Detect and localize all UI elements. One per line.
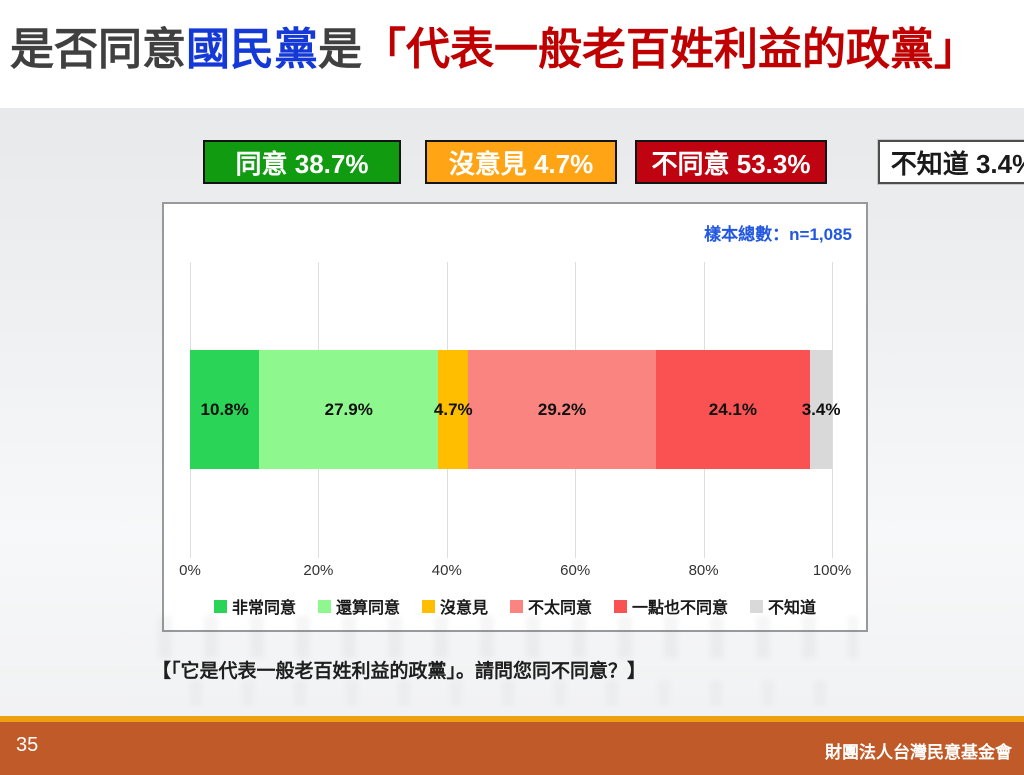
bar-segment-value: 10.8% bbox=[200, 399, 249, 419]
bar-segment-value: 27.9% bbox=[324, 399, 373, 419]
x-axis-tick: 40% bbox=[431, 562, 462, 579]
legend-item: 還算同意 bbox=[317, 594, 400, 618]
bar-segment-24.1%: 24.1% bbox=[655, 350, 811, 469]
chart-panel: 樣本總數：n=1,085 10.8% 27.9% 4.7% 29.2% 24.1% 3.4… bbox=[162, 202, 868, 632]
summary-box-no-opinion: 沒意見 4.7% bbox=[425, 140, 617, 184]
bar-segment-value: 29.2% bbox=[537, 399, 587, 419]
title-band: 是否同意國民黨是「代表一般老百姓利益的政黨」 bbox=[0, 0, 1024, 108]
legend-label: 非常同意 bbox=[231, 600, 296, 617]
legend-swatch-icon bbox=[421, 599, 435, 613]
bar-segment-3.4%: 3.4% bbox=[802, 350, 840, 469]
bar-segment-value: 3.4% bbox=[801, 399, 841, 419]
legend-item: 沒意見 bbox=[421, 594, 488, 618]
x-axis-tick: 80% bbox=[688, 562, 719, 579]
x-axis-tick: 60% bbox=[560, 562, 591, 579]
bar-segment-27.9%: 27.9% bbox=[259, 350, 439, 469]
bar-segment-29.2%: 29.2% bbox=[468, 350, 656, 469]
watermark bbox=[190, 680, 830, 706]
title-highlight: 國民黨 bbox=[186, 25, 318, 74]
bar-segment-10.8%: 10.8% bbox=[190, 350, 260, 469]
title-part1: 是否同意 bbox=[10, 25, 186, 74]
summary-box-agree: 同意 38.7% bbox=[203, 140, 401, 184]
summary-box-disagree: 不同意 53.3% bbox=[635, 140, 827, 184]
footer-bar: 35 財團法人台灣民意基金會 bbox=[0, 722, 1024, 775]
legend-label: 沒意見 bbox=[439, 600, 488, 617]
decorative-triangle-icon bbox=[538, 99, 556, 108]
page-title: 是否同意國民黨是「代表一般老百姓利益的政黨」 bbox=[10, 24, 978, 77]
title-part2: 是 bbox=[318, 25, 362, 74]
legend-swatch-icon bbox=[317, 599, 331, 613]
title-quote: 「代表一般老百姓利益的政黨」 bbox=[362, 25, 978, 74]
legend-swatch-icon bbox=[213, 599, 227, 613]
x-axis-tick: 0% bbox=[179, 562, 201, 579]
content-area: 同意 38.7% 沒意見 4.7% 不同意 53.3% 不知道 3.4% 樣本總數：n… bbox=[0, 108, 1024, 716]
legend: 非常同意 還算同意 沒意見 不太同意 一點也不同意 不知道 bbox=[164, 594, 866, 618]
legend-item: 不太同意 bbox=[510, 594, 592, 618]
sample-size-note: 樣本總數：n=1,085 bbox=[704, 225, 852, 244]
legend-item: 非常同意 bbox=[213, 594, 296, 618]
legend-label: 一點也不同意 bbox=[632, 600, 729, 617]
legend-label: 不知道 bbox=[768, 600, 817, 617]
gridline bbox=[832, 262, 833, 558]
legend-label: 不太同意 bbox=[528, 600, 593, 617]
organization-name: 財團法人台灣民意基金會 bbox=[825, 743, 1012, 762]
x-axis-tick: 100% bbox=[812, 562, 852, 579]
bar-segment-4.7%: 4.7% bbox=[434, 350, 473, 469]
question-caption: 【「它是代表一般老百姓利益的政黨」。請問您同不同意？】 bbox=[152, 661, 647, 682]
legend-item: 一點也不同意 bbox=[614, 594, 728, 618]
x-axis: 0% 20% 40% 60% 80% 100% bbox=[179, 562, 851, 582]
bar-segment-value: 24.1% bbox=[708, 399, 757, 419]
legend-label: 還算同意 bbox=[335, 600, 400, 617]
summary-box-dont-know: 不知道 3.4% bbox=[877, 139, 1024, 185]
page-number: 35 bbox=[16, 734, 39, 756]
plot-area: 10.8% 27.9% 4.7% 29.2% 24.1% 3.4% bbox=[190, 262, 840, 558]
legend-item: 不知道 bbox=[750, 594, 816, 618]
stacked-bar: 10.8% 27.9% 4.7% 29.2% 24.1% 3.4% bbox=[190, 350, 840, 469]
x-axis-tick: 20% bbox=[303, 562, 334, 579]
legend-swatch-icon bbox=[750, 599, 764, 613]
bar-segment-value: 4.7% bbox=[433, 399, 473, 419]
legend-swatch-icon bbox=[510, 599, 523, 613]
footer-accent-stripe bbox=[0, 716, 1024, 722]
legend-swatch-icon bbox=[614, 599, 628, 613]
